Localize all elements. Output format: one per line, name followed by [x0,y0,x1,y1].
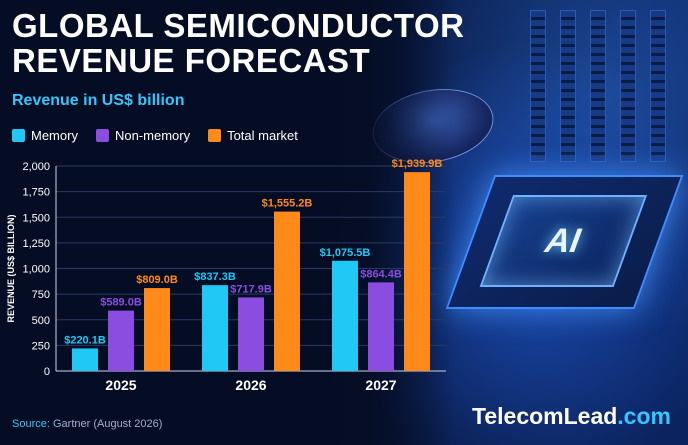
data-label: $864.4B [360,268,402,280]
bar-non-memory [238,297,264,371]
chart-subtitle: Revenue in US$ billion [12,92,185,109]
data-label: $809.0B [136,274,178,286]
y-tick-label: 500 [32,315,50,327]
server-rack-icon [530,10,546,162]
bar-total-market [144,288,170,371]
legend-label-non-memory: Non-memory [114,128,191,143]
chip-label: AI [539,221,588,260]
y-tick-label: 1,750 [22,187,50,199]
legend-swatch-memory [12,129,25,142]
y-tick-label: 0 [44,366,50,378]
y-tick-label: 250 [32,340,50,352]
legend-label-total-market: Total market [227,128,298,143]
legend-item-non-memory: Non-memory [95,128,191,143]
data-label: $717.9B [230,283,272,295]
y-tick-label: 2,000 [22,161,50,173]
y-tick-label: 1,000 [22,264,50,276]
brand-logo: TelecomLead.com [472,403,671,430]
page-title: GLOBAL SEMICONDUCTOR REVENUE FORECAST [12,8,464,78]
source-note: Source: Gartner (August 2026) [12,418,162,430]
legend-swatch-total-market [208,129,222,142]
legend-swatch-non-memory [95,129,109,142]
bar-memory [72,348,98,371]
source-text: Gartner (August 2026) [52,418,163,430]
legend-label-memory: Memory [31,128,78,143]
data-label: $220.1B [64,334,106,346]
y-axis-title: REVENUE (US$ BILLION) [6,214,16,322]
bar-memory [332,260,358,371]
y-tick-label: 1,250 [22,238,50,250]
bar-total-market [274,211,300,371]
server-rack-icon [620,10,636,162]
server-rack-icon [560,10,576,162]
data-label: $1,555.2B [262,198,313,210]
title-line-2: REVENUE FORECAST [12,42,371,79]
bar-chart: 0 250 500 750 1,000 1,250 1,500 1,750 2,000 REVEN… [6,158,446,393]
data-label: $1,075.5B [320,247,371,259]
chip-core: AI [479,195,648,287]
x-tick-label: 2026 [235,377,266,393]
server-rack-icon [650,10,666,162]
title-line-1: GLOBAL SEMICONDUCTOR [12,7,465,44]
legend-item-total-market: Total market [208,128,298,143]
bar-non-memory [108,310,134,371]
x-tick-label: 2025 [105,377,136,393]
bar-total-market [404,172,430,371]
y-tick-label: 1,500 [22,212,50,224]
data-label: $589.0B [100,297,142,309]
x-tick-label: 2027 [365,377,396,393]
source-label: Source: [12,418,50,430]
server-rack-icon [590,10,606,162]
chart-legend: Memory Non-memory Total market [12,128,298,143]
bar-non-memory [368,282,394,371]
data-label: $837.3B [194,271,236,283]
bar-memory [202,285,228,371]
data-label: $1,939.9B [392,158,443,170]
brand-suffix: .com [617,403,671,429]
legend-item-memory: Memory [12,128,78,143]
y-tick-label: 750 [32,289,50,301]
brand-name: TelecomLead [472,403,618,429]
